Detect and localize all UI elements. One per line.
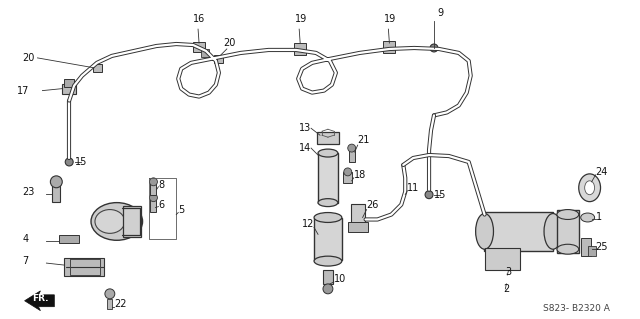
Bar [343, 172, 352, 183]
Bar [150, 198, 156, 211]
Text: 15: 15 [75, 157, 88, 167]
Bar [557, 210, 579, 253]
Ellipse shape [579, 174, 600, 202]
Ellipse shape [91, 203, 143, 240]
Ellipse shape [95, 210, 125, 234]
Ellipse shape [557, 210, 579, 219]
Text: 15: 15 [434, 190, 446, 200]
Bar [348, 222, 367, 232]
Text: 24: 24 [596, 167, 608, 177]
Text: 5: 5 [179, 204, 184, 215]
Text: 20: 20 [223, 38, 236, 48]
Circle shape [344, 168, 352, 176]
Text: 23: 23 [22, 187, 35, 197]
Polygon shape [24, 291, 54, 311]
Text: 18: 18 [354, 170, 366, 180]
Bar [317, 132, 339, 144]
Text: 21: 21 [358, 135, 370, 145]
Text: 16: 16 [193, 14, 205, 24]
Text: 14: 14 [299, 143, 312, 153]
Circle shape [150, 178, 157, 186]
Bar [383, 41, 396, 53]
Circle shape [105, 289, 115, 299]
Ellipse shape [314, 212, 342, 222]
Text: 8: 8 [159, 180, 164, 190]
Text: FR.: FR. [33, 294, 49, 303]
Circle shape [348, 144, 356, 152]
Bar [64, 258, 104, 276]
Text: 11: 11 [407, 183, 419, 193]
Text: 9: 9 [437, 8, 443, 18]
Ellipse shape [476, 213, 493, 249]
Text: 13: 13 [299, 123, 312, 133]
Circle shape [425, 191, 433, 199]
Circle shape [323, 284, 333, 294]
Text: 3: 3 [506, 267, 511, 277]
Circle shape [150, 194, 157, 202]
Text: 19: 19 [295, 14, 307, 24]
Text: 19: 19 [385, 14, 397, 24]
Ellipse shape [318, 149, 338, 157]
Bar [349, 148, 355, 162]
Circle shape [51, 176, 62, 188]
Text: 6: 6 [159, 200, 164, 210]
Bar [201, 49, 209, 57]
Ellipse shape [585, 181, 595, 195]
Text: 2: 2 [504, 284, 509, 294]
Bar [214, 55, 223, 63]
Circle shape [65, 158, 73, 166]
Bar [64, 79, 74, 87]
Ellipse shape [318, 199, 338, 207]
Bar [314, 219, 342, 260]
Bar [62, 84, 76, 93]
Text: 20: 20 [22, 53, 35, 63]
Ellipse shape [557, 244, 579, 254]
Text: 12: 12 [302, 219, 314, 229]
Ellipse shape [544, 213, 562, 249]
Circle shape [430, 44, 438, 52]
Bar [580, 238, 591, 256]
Text: 1: 1 [596, 212, 602, 222]
Bar [150, 181, 156, 195]
Bar [193, 41, 205, 52]
Bar [351, 204, 365, 226]
Text: 7: 7 [22, 256, 29, 266]
Text: S823- B2320 A: S823- B2320 A [543, 304, 610, 313]
Bar [484, 211, 553, 251]
Ellipse shape [314, 256, 342, 266]
Text: 4: 4 [22, 234, 29, 244]
Bar [588, 246, 596, 256]
Text: 17: 17 [17, 85, 29, 96]
Bar [318, 153, 338, 203]
Text: 26: 26 [367, 200, 379, 210]
Bar [52, 182, 60, 202]
Bar [60, 235, 79, 243]
Bar [323, 270, 333, 284]
Text: 25: 25 [596, 242, 608, 252]
Text: 10: 10 [334, 274, 346, 284]
Bar [108, 299, 113, 309]
Bar [485, 248, 520, 270]
Bar [93, 64, 102, 72]
Text: 22: 22 [114, 299, 126, 309]
Bar [123, 205, 141, 237]
Ellipse shape [580, 213, 595, 222]
Bar [294, 43, 306, 55]
